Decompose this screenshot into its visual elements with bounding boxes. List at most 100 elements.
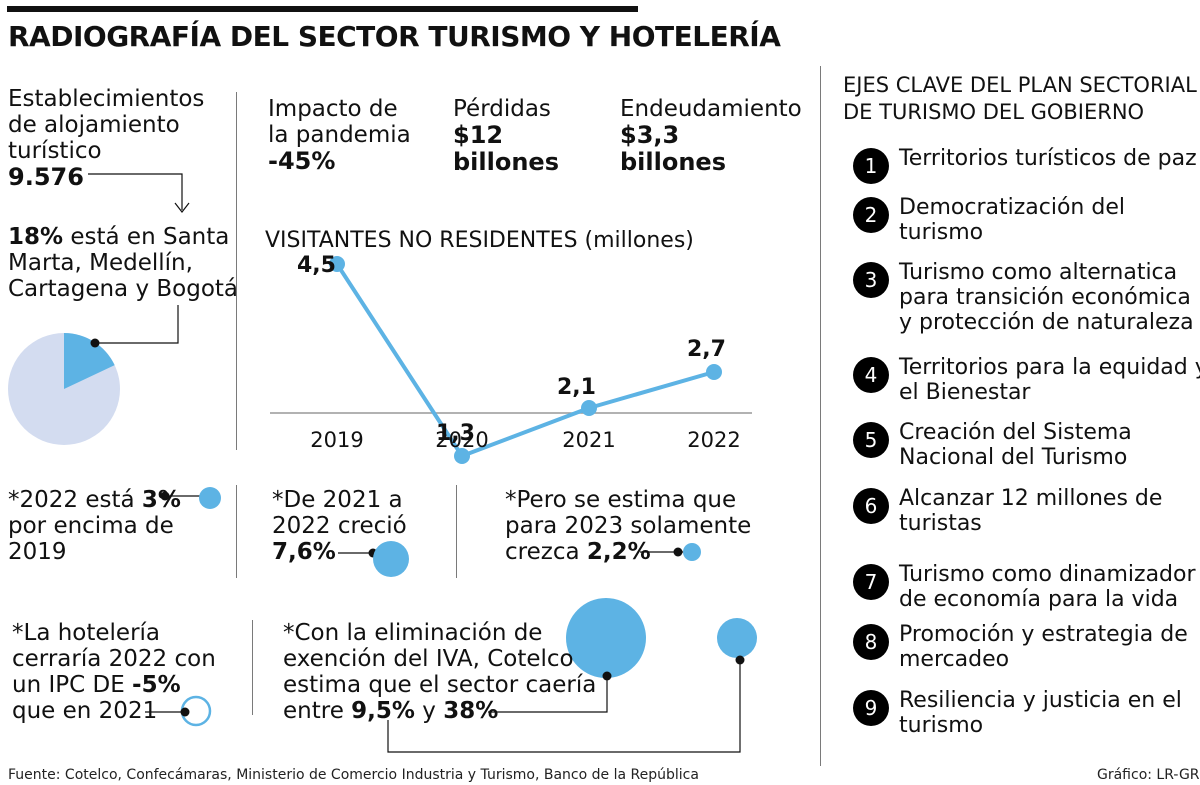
establecimientos-label-2: de alojamiento xyxy=(8,112,180,138)
chart-title: VISITANTES NO RESIDENTES (millones) xyxy=(265,228,694,253)
note-2023-line2: para 2023 solamente xyxy=(505,513,752,539)
eje-text-line: mercadeo xyxy=(899,647,1010,672)
kpi-perdidas-label: Pérdidas xyxy=(453,96,551,122)
x-tick-2021: 2021 xyxy=(562,428,615,452)
data-point-2021 xyxy=(581,400,597,416)
eje-item-7: 7 Turismo como dinamizador de economía par… xyxy=(853,562,1196,612)
note-2021: *De 2021 a 2022 creció 7,6% xyxy=(272,487,407,565)
data-point-2022 xyxy=(706,364,722,380)
eje-number-badge: 2 xyxy=(853,197,889,233)
iva-9-5-connector xyxy=(387,660,741,753)
divider-left xyxy=(236,92,237,450)
eje-text-line: Territorios para la equidad y xyxy=(899,355,1200,380)
kpi-perdidas-value: $12 xyxy=(453,121,504,149)
data-label-2020: 1,3 xyxy=(436,421,475,446)
eje-text-line: Creación del Sistema xyxy=(899,420,1132,445)
note-2022-pct: 3% xyxy=(141,487,181,513)
arrow-head-icon xyxy=(174,202,190,213)
eje-text: Territorios turísticos de paz xyxy=(899,146,1197,171)
kpi-impacto-label-2: la pandemia xyxy=(268,122,411,148)
note-hotel: *La hotelería cerraría 2022 con un IPC D… xyxy=(12,620,216,724)
establecimientos-value: 9.576 xyxy=(8,163,84,191)
eje-number-badge: 8 xyxy=(853,624,889,660)
eje-item-1: 1 Territorios turísticos de paz xyxy=(853,146,1197,184)
eje-item-2: 2 Democratización del turismo xyxy=(853,195,1125,245)
x-tick-2022: 2022 xyxy=(687,428,740,452)
pie-slice-share xyxy=(64,333,115,389)
footer-source: Fuente: Cotelco, Confecámaras, Ministeri… xyxy=(8,767,699,783)
establecimientos-label-1: Establecimientos xyxy=(8,86,205,112)
iva-38-connector xyxy=(488,676,608,713)
eje-text-line: turismo xyxy=(899,713,984,738)
eje-number-badge: 3 xyxy=(853,262,889,298)
pie-note-line3: Cartagena y Bogotá xyxy=(8,276,239,302)
pie-connector-dot xyxy=(90,338,100,348)
eje-text-line: Turismo como alternatica xyxy=(899,260,1178,285)
eje-number-badge: 1 xyxy=(853,148,889,184)
eje-text-line: y protección de naturaleza xyxy=(899,310,1194,335)
eje-text-line: turismo xyxy=(899,220,984,245)
note-iva-pct-high: 38% xyxy=(443,698,499,724)
kpi-impacto-label-1: Impacto de xyxy=(268,96,398,122)
note-2023: *Pero se estima que para 2023 solamente … xyxy=(505,487,751,565)
kpi-endeudamiento-unit: billones xyxy=(620,148,726,176)
note-hotel-line2: cerraría 2022 con xyxy=(12,646,216,672)
bubble-38pct xyxy=(566,598,646,678)
establecimientos-label-3: turístico xyxy=(8,138,102,164)
establecimientos-arrow-line xyxy=(88,173,183,210)
eje-text-line: de economía para la vida xyxy=(899,587,1179,612)
note-iva: *Con la eliminación de exención del IVA,… xyxy=(283,620,596,724)
iva-9-5-dot xyxy=(735,655,745,665)
pie-note-line2: Marta, Medellín, xyxy=(8,250,193,276)
note-iva-line1: *Con la eliminación de xyxy=(283,620,543,646)
bubble-3pct xyxy=(199,487,221,509)
eje-number-badge: 7 xyxy=(853,564,889,600)
eje-text-line: Nacional del Turismo xyxy=(899,445,1128,470)
note-iva-text-c: y xyxy=(414,698,444,724)
eje-item-8: 8 Promoción y estrategia de mercadeo xyxy=(853,622,1188,672)
eje-number-badge: 5 xyxy=(853,422,889,458)
eje-text: Promoción y estrategia de mercadeo xyxy=(899,622,1188,672)
pie-note: 18% está en Santa Marta, Medellín, Carta… xyxy=(8,224,238,302)
kpi-perdidas: Pérdidas $12 billones xyxy=(453,96,559,176)
kpi-endeudamiento: Endeudamiento $3,3 billones xyxy=(620,96,802,176)
data-point-2020 xyxy=(454,448,470,464)
eje-text-line: Democratización del xyxy=(899,195,1125,220)
eje-text-line: Turismo como dinamizador xyxy=(899,562,1196,587)
eje-number-badge: 4 xyxy=(853,357,889,393)
ejes-title-line1: EJES CLAVE DEL PLAN SECTORIAL xyxy=(843,73,1197,97)
ejes-title-line2: DE TURISMO DEL GOBIERNO xyxy=(843,100,1145,124)
note-2022: *2022 está 3% por encima de 2019 xyxy=(8,487,181,565)
eje-item-9: 9 Resiliencia y justicia en el turismo xyxy=(853,688,1182,738)
note-2023-pct: 2,2% xyxy=(586,539,651,565)
kpi-perdidas-unit: billones xyxy=(453,148,559,176)
divider-notes-1 xyxy=(236,485,237,578)
note-hotel-line1: *La hotelería xyxy=(12,620,161,646)
divider-right xyxy=(820,66,821,766)
note-2023-dot xyxy=(673,547,683,557)
data-point-2019 xyxy=(329,256,345,272)
bubble-2-2pct xyxy=(683,543,701,561)
title-bar xyxy=(7,6,638,12)
note-2022-line2: por encima de xyxy=(8,513,174,539)
data-label-2019: 4,5 xyxy=(297,253,336,278)
eje-number-badge: 9 xyxy=(853,690,889,726)
footer-credit: Gráfico: LR-GR xyxy=(1097,767,1200,783)
eje-text-line: Resiliencia y justicia en el xyxy=(899,688,1182,713)
note-iva-line3: estima que el sector caería xyxy=(283,672,597,698)
x-tick-2020: 2020 xyxy=(435,428,488,452)
eje-text-line: turistas xyxy=(899,511,982,536)
kpi-impacto: Impacto de la pandemia -45% xyxy=(268,96,411,175)
eje-text: Resiliencia y justicia en el turismo xyxy=(899,688,1182,738)
note-iva-pct-low: 9,5% xyxy=(351,698,415,724)
divider-notes-3 xyxy=(252,620,253,715)
eje-item-6: 6 Alcanzar 12 millones de turistas xyxy=(853,486,1163,536)
series-line xyxy=(335,262,715,458)
eje-text-line: Alcanzar 12 millones de xyxy=(899,486,1163,511)
eje-text-line: para transición económica xyxy=(899,285,1191,310)
note-hotel-pct: -5% xyxy=(132,672,181,698)
note-iva-text-a: entre xyxy=(283,698,352,724)
bubble-7-6pct xyxy=(373,541,409,577)
note-hotel-line4: que en 2021 xyxy=(12,698,158,724)
eje-item-5: 5 Creación del Sistema Nacional del Turism… xyxy=(853,420,1132,470)
